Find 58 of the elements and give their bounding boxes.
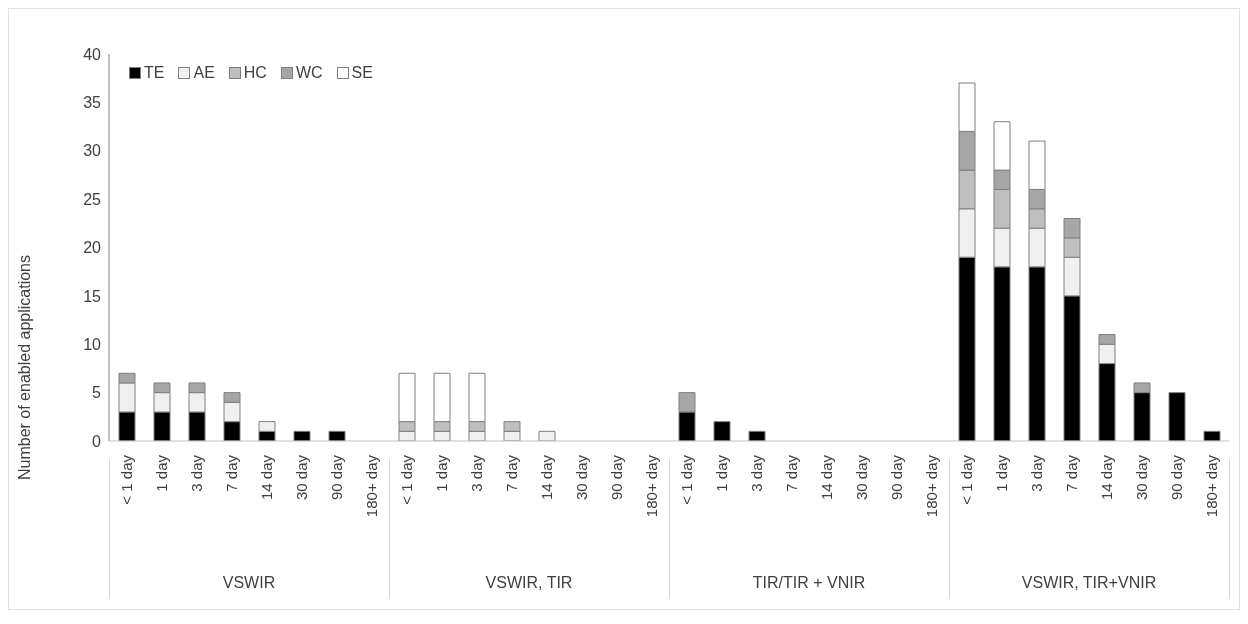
text: VSWIR, TIR+VNIR [1020, 574, 1158, 592]
x-tick-label: 90 day [328, 454, 345, 501]
x-tick-label: < 1 day [398, 454, 415, 505]
x-tick-label: 7 day [1063, 454, 1080, 492]
y-tick-label: 20 [83, 239, 102, 257]
x-tick-label: 14 day [1098, 454, 1115, 501]
y-tick-label: 10 [83, 335, 102, 353]
x-tick-label: 90 day [608, 454, 625, 501]
legend-label: TE [144, 64, 165, 82]
x-tick-label: 14 day [538, 454, 555, 501]
x-tick-label: 30 day [573, 454, 590, 501]
y-axis-title: Number of enabled applications [15, 254, 33, 481]
y-tick-label: 15 [83, 287, 102, 305]
x-tick-label: 180+ day [1203, 454, 1220, 518]
bar [748, 430, 766, 441]
x-tick-label: < 1 day [678, 454, 695, 505]
x-tick-label: 7 day [503, 454, 520, 492]
x-tick-label: 7 day [223, 454, 240, 492]
y-tick-label: 40 [83, 45, 102, 63]
y-tick-label: 5 [92, 384, 102, 402]
legend-label: AE [193, 64, 215, 82]
y-tick-label: 25 [83, 190, 102, 208]
x-tick-label: 90 day [888, 454, 905, 501]
bar [538, 430, 556, 441]
bar [713, 421, 731, 441]
x-tick-label: 90 day [1168, 454, 1185, 501]
text: VSWIR [221, 574, 277, 592]
x-tick-label: 1 day [153, 454, 170, 492]
x-tick-label: < 1 day [118, 454, 135, 505]
x-tick-label: < 1 day [958, 454, 975, 505]
x-tick-label: 14 day [258, 454, 275, 501]
legend-label: HC [243, 64, 267, 82]
y-tick-label: 35 [83, 94, 102, 112]
bar [293, 430, 311, 441]
x-tick-label: 1 day [713, 454, 730, 492]
bar [1203, 430, 1221, 441]
x-tick-label: 7 day [783, 454, 800, 492]
bar [328, 430, 346, 441]
x-tick-label: 30 day [1133, 454, 1150, 501]
x-tick-label: 180+ day [363, 454, 380, 518]
x-tick-label: 14 day [818, 454, 835, 501]
x-tick-label: 3 day [468, 454, 485, 492]
x-tick-label: 3 day [748, 454, 765, 492]
x-tick-label: 30 day [293, 454, 310, 501]
x-tick-label: 1 day [433, 454, 450, 492]
x-tick-label: 3 day [188, 454, 205, 492]
x-tick-label: 180+ day [923, 454, 940, 518]
text: TIR/TIR + VNIR [751, 574, 867, 592]
x-tick-label: 30 day [853, 454, 870, 501]
x-tick-label: 1 day [993, 454, 1010, 492]
bar [1168, 392, 1186, 441]
x-tick-label: 3 day [1028, 454, 1045, 492]
y-tick-label: 30 [83, 142, 102, 160]
y-tick-label: 0 [92, 432, 102, 450]
text: VSWIR, TIR [484, 574, 574, 592]
legend-label: WC [295, 64, 323, 82]
legend-label: SE [351, 64, 373, 82]
x-tick-label: 180+ day [643, 454, 660, 518]
